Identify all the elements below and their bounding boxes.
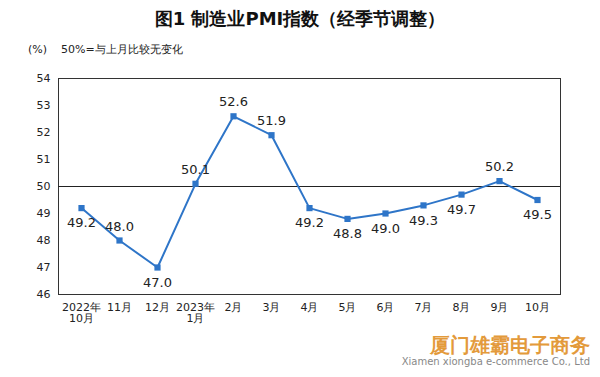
html-text:图1 制造业PMI指数（经季节调整）: 图1 制造业PMI指数（经季节调整） <box>154 8 446 29</box>
svg-text:10月: 10月 <box>525 301 550 314</box>
svg-text:7月: 7月 <box>415 301 433 314</box>
svg-text:46: 46 <box>37 288 51 301</box>
svg-text:52.6: 52.6 <box>219 94 248 109</box>
svg-text:3月: 3月 <box>263 301 281 314</box>
svg-text:2月: 2月 <box>225 301 243 314</box>
svg-text:50.1: 50.1 <box>181 162 210 177</box>
svg-text:49.7: 49.7 <box>447 202 476 217</box>
svg-text:48: 48 <box>37 234 51 247</box>
svg-text:51: 51 <box>37 153 51 166</box>
svg-text:48.0: 48.0 <box>105 219 134 234</box>
svg-text:12月: 12月 <box>145 301 170 314</box>
svg-text:48.8: 48.8 <box>333 226 362 241</box>
svg-text:49.0: 49.0 <box>371 221 400 236</box>
html-text:Xiamen xiongba e-commerce Co.,: Xiamen xiongba e-commerce Co., Ltd <box>401 356 590 367</box>
svg-text:49.2: 49.2 <box>67 215 96 230</box>
svg-text:11月: 11月 <box>107 301 132 314</box>
svg-text:54: 54 <box>37 72 51 85</box>
svg-text:49: 49 <box>37 207 51 220</box>
html-text:厦门雄霸电子商务: 厦门雄霸电子商务 <box>430 333 590 357</box>
svg-text:53: 53 <box>37 99 51 112</box>
svg-text:5月: 5月 <box>339 301 357 314</box>
svg-text:49.5: 49.5 <box>523 207 552 222</box>
svg-text:52: 52 <box>37 126 51 139</box>
svg-text:47: 47 <box>37 261 51 274</box>
svg-text:49.2: 49.2 <box>295 215 324 230</box>
html-text:50%=与上月比较无变化: 50%=与上月比较无变化 <box>61 43 183 56</box>
svg-text:47.0: 47.0 <box>143 275 172 290</box>
svg-text:50.2: 50.2 <box>485 159 514 174</box>
svg-text:8月: 8月 <box>453 301 471 314</box>
svg-text:4月: 4月 <box>301 301 319 314</box>
svg-text:6月: 6月 <box>377 301 395 314</box>
svg-text:51.9: 51.9 <box>257 113 286 128</box>
svg-text:2023年1月: 2023年1月 <box>176 301 215 325</box>
svg-text:2022年10月: 2022年10月 <box>62 301 101 325</box>
svg-text:49.3: 49.3 <box>409 213 438 228</box>
svg-text:50: 50 <box>37 180 51 193</box>
svg-text:9月: 9月 <box>491 301 509 314</box>
